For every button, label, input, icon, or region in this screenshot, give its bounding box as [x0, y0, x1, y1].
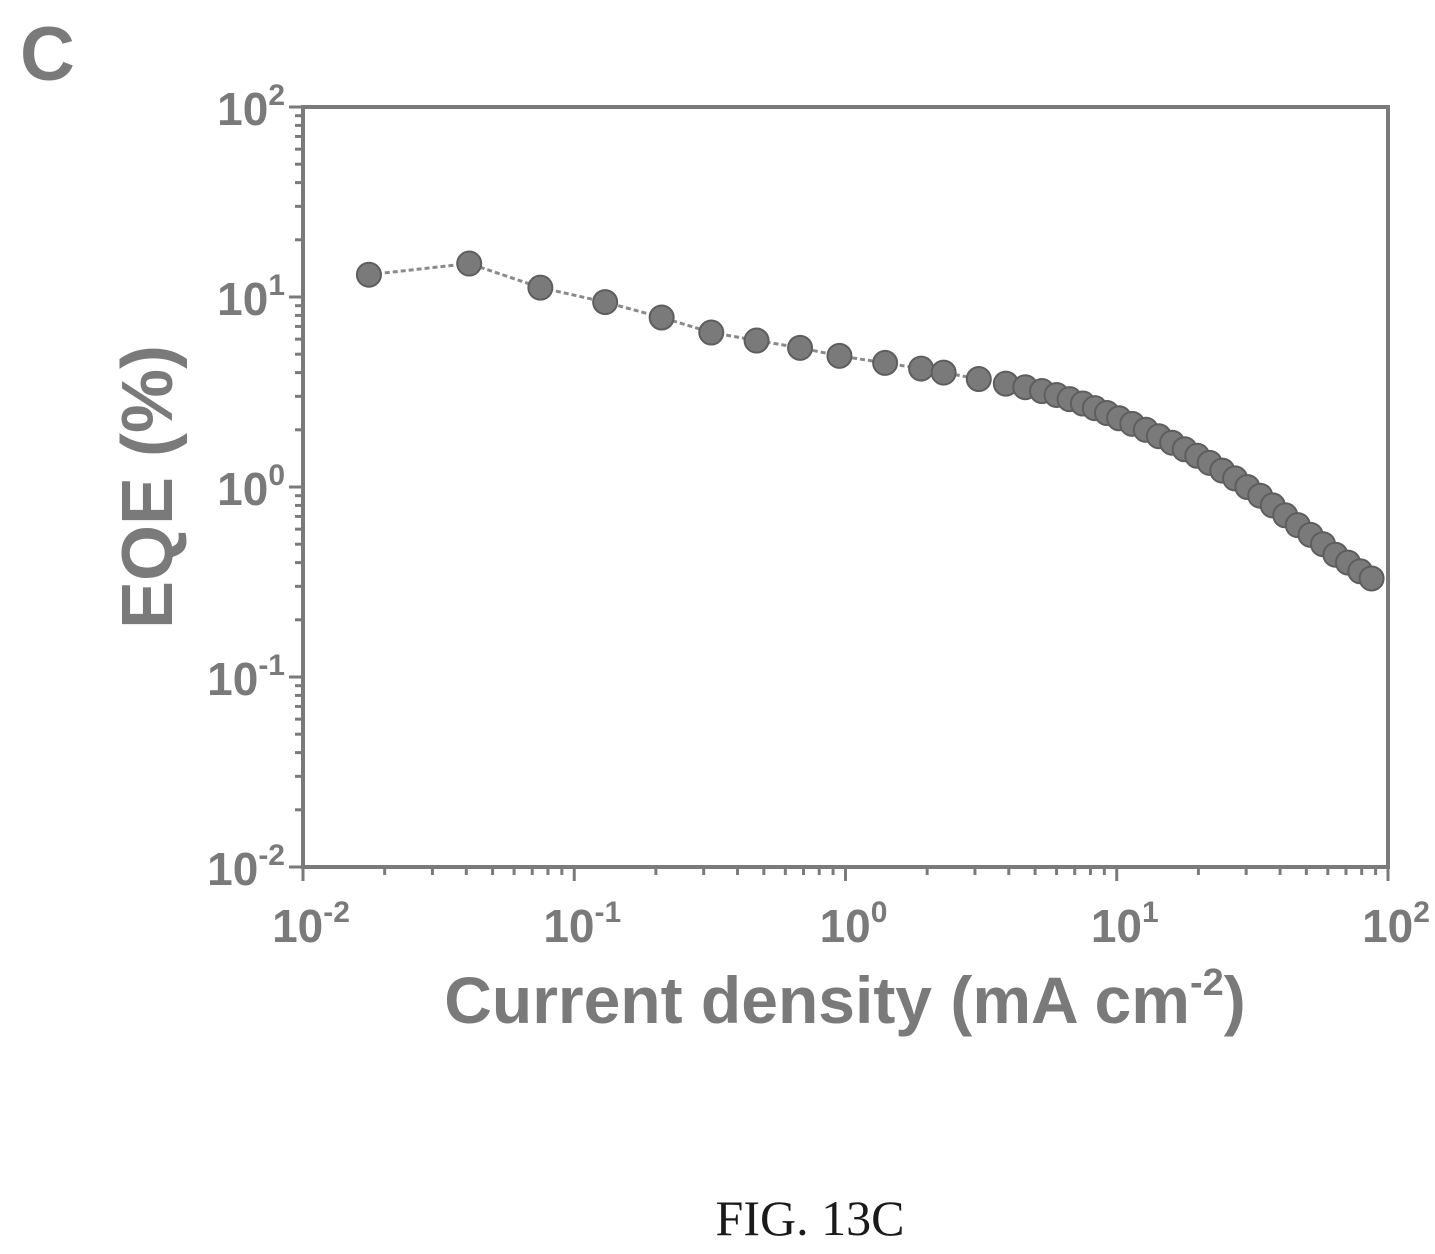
- x-tick-label: 101: [1091, 896, 1159, 952]
- data-point: [787, 334, 814, 361]
- x-tick-label: 102: [1362, 896, 1430, 952]
- data-point: [965, 366, 992, 393]
- y-tick-label: 10-2: [207, 839, 285, 895]
- y-tick-label: 100: [217, 459, 285, 515]
- data-point: [355, 261, 382, 288]
- y-axis-ticks: [289, 105, 303, 869]
- x-axis-tick-labels: 10-2 10-1 100 101 102: [272, 896, 1430, 952]
- data-point: [592, 289, 619, 316]
- y-axis-label: EQE (%): [108, 345, 188, 629]
- data-point: [1358, 565, 1385, 592]
- x-axis-ticks: [301, 867, 1390, 881]
- x-tick-label: 10-2: [272, 896, 350, 952]
- data-point: [698, 319, 725, 346]
- y-tick-label: 101: [217, 269, 285, 325]
- x-tick-label: 100: [820, 896, 888, 952]
- data-point: [648, 304, 675, 331]
- panel-label: C: [20, 12, 75, 97]
- x-tick-label: 10-1: [543, 896, 621, 952]
- y-tick-label: 102: [217, 79, 285, 135]
- data-point: [930, 359, 957, 386]
- data-point: [908, 355, 935, 382]
- y-tick-label: 10-1: [207, 649, 285, 705]
- figure-caption: FIG. 13C: [716, 1190, 905, 1246]
- y-axis-tick-labels: 10-2 10-1 100 101 102: [207, 79, 285, 895]
- series-line: [368, 261, 1373, 580]
- x-axis-label: Current density (mA cm-2): [444, 962, 1245, 1037]
- plot-frame: [301, 105, 1390, 869]
- data-point: [872, 349, 899, 376]
- data-point: [456, 250, 483, 277]
- data-points: [355, 250, 1385, 592]
- data-point: [743, 327, 770, 354]
- data-point: [527, 274, 554, 301]
- data-point: [826, 342, 853, 369]
